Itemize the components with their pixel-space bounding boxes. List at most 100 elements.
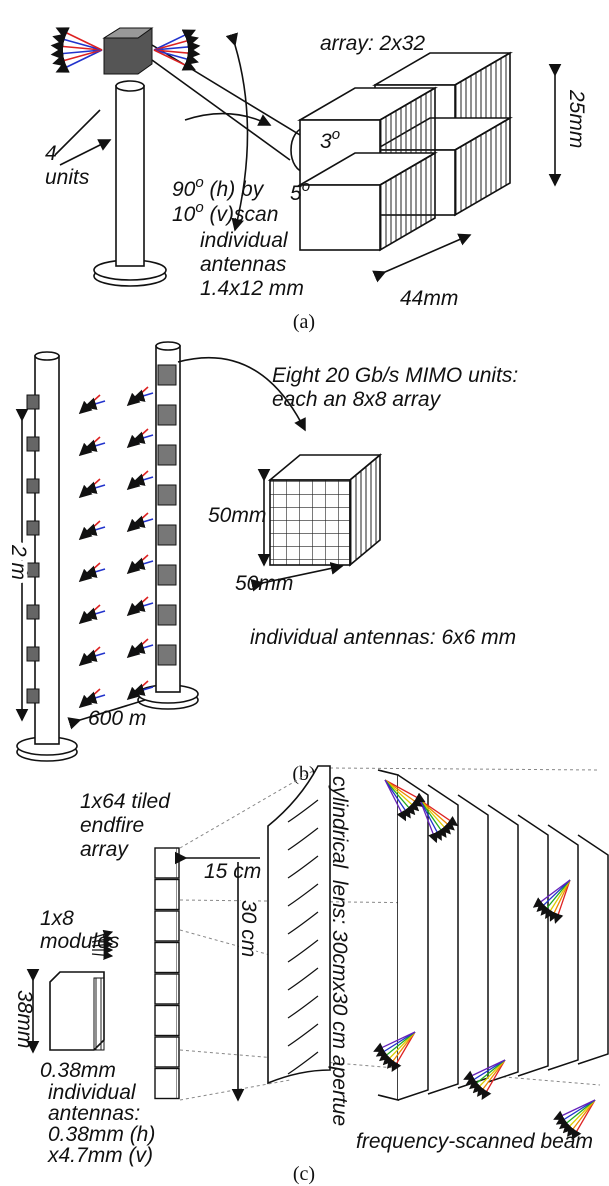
module-arrow [91, 934, 114, 945]
lens-contour [287, 855, 319, 879]
reflector [397, 774, 609, 1101]
scan-arrow [184, 112, 272, 126]
beam-arrow [153, 29, 196, 51]
tile [154, 973, 180, 1005]
scan-label: 90o (h) by [172, 174, 265, 201]
antennas-label: individual antennas: 6x6 mm [250, 626, 516, 649]
beam-arrow [83, 691, 106, 704]
ray [419, 799, 438, 844]
beam-arrow [131, 683, 154, 696]
unit [157, 404, 177, 426]
beam-arrow [153, 49, 196, 71]
module-arrow [91, 929, 114, 940]
unit [26, 646, 40, 662]
lens-contour [287, 1023, 319, 1047]
beam-arrow [131, 641, 154, 654]
length-label: 30 cm [237, 900, 260, 957]
beam-arrow [131, 599, 154, 612]
antennas-label: individual [48, 1081, 137, 1104]
height-label: 2 m [7, 544, 30, 580]
panel-a: array: 2x32 25mm 44mm 4 units 90o (h) by… [45, 27, 588, 333]
ray [553, 1099, 596, 1121]
unit [26, 520, 40, 536]
beam-arrow [153, 40, 201, 54]
dimension-line [372, 233, 472, 283]
cube-front [269, 479, 351, 566]
lens-contour [287, 883, 319, 907]
reflector [377, 769, 399, 1102]
pole [34, 355, 60, 745]
module-arrow [91, 950, 114, 960]
lens-contour [287, 799, 319, 823]
array-label: 1x64 tiled [80, 790, 171, 813]
unit [26, 688, 40, 704]
beam-arrow [131, 431, 154, 444]
reflector-panels [397, 774, 609, 1101]
panel-c: 1x64 tiled endfire array 15 cm 30 cm 1x8… [13, 765, 609, 1185]
unit [157, 644, 177, 666]
tile [154, 1067, 180, 1100]
tile [154, 1036, 180, 1068]
array-label: array [80, 838, 129, 861]
unit [157, 444, 177, 466]
block-front [299, 184, 381, 251]
pole-top [155, 341, 181, 351]
caption: (a) [293, 311, 315, 333]
unit-box-top [102, 27, 154, 39]
beam-arrow [83, 649, 106, 662]
beam-arrow [50, 47, 103, 60]
title: each an 8x8 array [272, 388, 442, 411]
beam-label: frequency-scanned beam [356, 1130, 593, 1153]
antennas-label: individual [200, 229, 289, 252]
beam-arrow [131, 515, 154, 528]
module-side [93, 977, 105, 1051]
module-width-label: 0.38mm [40, 1059, 116, 1082]
tile-edge [176, 1037, 179, 1067]
unit [157, 484, 177, 506]
antenna-array [50, 27, 513, 252]
tile-edge [176, 911, 179, 941]
lens [267, 765, 331, 1085]
units-label: 4 [45, 142, 57, 165]
beam-fans [373, 779, 596, 1140]
beam-arrow [55, 49, 103, 73]
tile-edge [176, 879, 179, 910]
antennas-label: 0.38mm (h) [48, 1123, 155, 1146]
beam-arrow [131, 389, 154, 402]
beam-arrow [52, 49, 103, 67]
module-height-label: 38mm [13, 990, 36, 1048]
ray [532, 879, 571, 908]
pole-top [115, 80, 145, 92]
height-label: 25mm [565, 89, 588, 148]
tile-edge [176, 1005, 179, 1036]
unit [157, 524, 177, 546]
beam-arrow [83, 565, 106, 578]
beam-arrow [83, 439, 106, 452]
beam-arrow [55, 27, 103, 51]
lens-contour [287, 995, 319, 1019]
lens-contour [287, 911, 319, 935]
unit [26, 436, 40, 452]
width-label: 44mm [400, 287, 458, 310]
beam-arrow [131, 473, 154, 486]
title: Eight 20 Gb/s MIMO units: [272, 364, 518, 387]
array-label: endfire [80, 814, 144, 837]
beam-arrow [83, 397, 106, 410]
lens-label: cylindrical lens: 30cmx30 cm apertue [328, 776, 351, 1126]
caption: (c) [293, 1163, 315, 1185]
spacing-label: 600 m [88, 707, 146, 730]
dimension-line [250, 562, 344, 592]
mimo-units [26, 364, 177, 709]
modules-label: 1x8 [40, 907, 74, 930]
angle-label: 3o [320, 126, 340, 153]
pointer [54, 109, 110, 166]
pole [155, 345, 181, 693]
unit [157, 364, 177, 386]
tile [154, 910, 180, 942]
tile-edge [176, 942, 179, 973]
tile-edge [176, 1068, 179, 1099]
lens-contour [287, 827, 319, 851]
beam-arrow [131, 557, 154, 570]
pole-top [34, 351, 60, 361]
